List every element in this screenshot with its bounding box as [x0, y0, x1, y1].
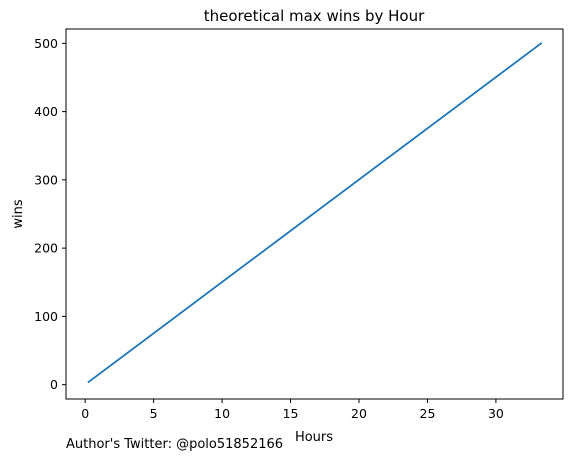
y-tick-label: 500	[34, 36, 58, 51]
y-tick-label: 0	[50, 377, 58, 392]
x-tick-label: 15	[283, 406, 299, 421]
x-tick-label: 20	[351, 406, 367, 421]
y-tick-label: 400	[34, 104, 58, 119]
x-tick-label: 5	[150, 406, 158, 421]
x-tick-label: 10	[214, 406, 230, 421]
x-tick-label: 0	[81, 406, 89, 421]
x-tick-label: 25	[420, 406, 436, 421]
x-axis-label: Hours	[295, 430, 333, 445]
x-tick-label: 30	[488, 406, 504, 421]
plot-area-frame	[65, 28, 564, 400]
y-tick-label: 200	[34, 241, 58, 256]
y-tick-label: 100	[34, 309, 58, 324]
chart-title: theoretical max wins by Hour	[204, 7, 425, 25]
y-axis-ticks: 0 100 200 300 400 500	[34, 36, 66, 392]
series-layer	[87, 42, 543, 384]
wins-line	[87, 42, 543, 384]
y-axis-label: wins	[11, 199, 26, 228]
y-tick-label: 300	[34, 172, 58, 187]
author-twitter-note: Author's Twitter: @polo51852166	[66, 437, 283, 452]
x-axis-ticks: 0 5 10 15 20 25 30	[81, 399, 504, 421]
